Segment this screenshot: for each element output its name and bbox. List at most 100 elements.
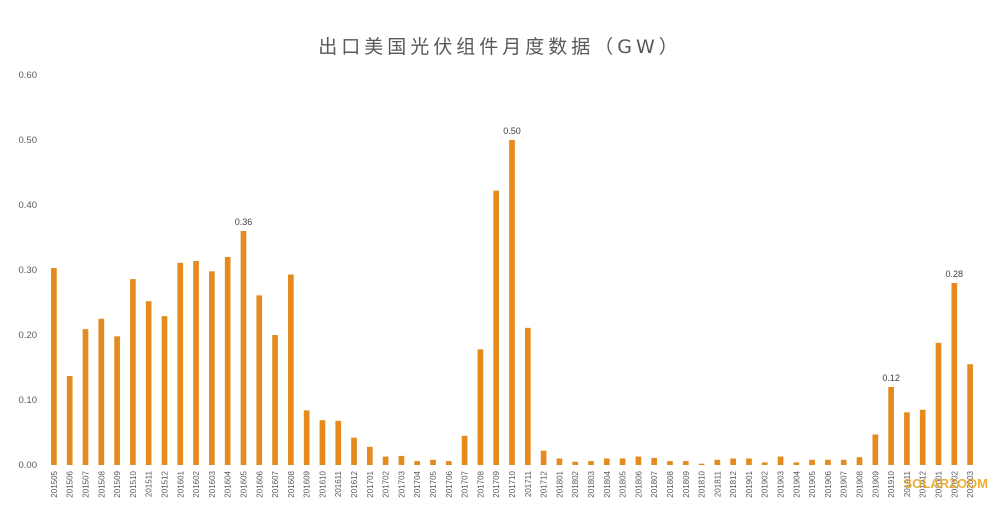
x-tick-label: 201707 [461,470,470,497]
x-tick-label: 201508 [97,470,106,497]
bar [98,318,105,465]
bar [651,457,658,465]
x-tick-label: 201711 [524,470,533,497]
x-tick-label: 201506 [66,470,75,497]
x-tick-label: 201609 [303,470,312,497]
bar [809,459,815,465]
bar [351,437,357,465]
bar [967,364,973,465]
bar [51,268,57,465]
bar [603,458,610,465]
x-tick-label: 201507 [81,470,90,497]
bar [619,458,626,465]
bar [177,262,184,465]
bar [951,283,958,465]
bar [904,412,910,465]
bar [698,463,705,465]
bar [382,456,389,465]
x-tick-label: 201712 [540,470,549,497]
bar [366,446,373,465]
bar [145,301,152,465]
x-tick-label: 202001 [935,470,944,497]
x-tick-label: 201612 [350,470,359,497]
data-labels: 0.36 0.50 0.12 0.28 [235,126,963,383]
x-tick-label: 201910 [887,470,896,497]
x-tick-label: 201704 [413,470,422,497]
x-tick-label: 201604 [224,470,233,497]
bar [414,461,421,465]
x-tick-label: 201805 [619,470,628,497]
bar [461,435,468,465]
bar [556,458,563,465]
x-tick-label: 201601 [176,470,185,497]
x-tick-label: 202003 [966,470,975,497]
x-tick-label: 201611 [334,470,343,497]
x-tick-label: 201610 [318,470,327,497]
x-tick-label: 201901 [745,470,754,497]
x-tick-label: 201705 [429,470,438,497]
x-tick-label: 201803 [587,470,596,497]
bar [130,279,136,465]
x-tick-label: 201605 [239,470,248,497]
x-tick-label: 201804 [603,470,612,497]
bar [82,329,89,465]
bar [66,375,73,465]
x-tick-label: 201801 [555,470,564,497]
x-tick-label: 201703 [397,470,406,497]
bar [588,461,594,465]
bar [667,461,673,465]
bar [335,420,342,465]
y-axis: 0.00 0.10 0.20 0.30 0.40 0.50 0.60 [19,70,38,471]
x-tick-label: 201812 [729,470,738,497]
bar [161,316,168,465]
x-tick-label: 202002 [950,470,959,497]
x-tick-label: 201603 [208,470,217,497]
x-tick-label: 201811 [713,470,722,497]
bar [572,461,579,465]
x-tick-label: 201706 [445,470,454,497]
x-tick-label: 201510 [129,470,138,497]
x-tick-label: 201708 [476,470,485,497]
x-tick-label: 201709 [492,470,501,497]
bar [319,420,326,465]
x-tick-label: 201809 [682,470,691,497]
bar [288,274,294,465]
x-tick-label: 201608 [287,470,296,497]
data-label: 0.28 [946,269,964,279]
x-tick-label: 201906 [824,470,833,497]
bar [209,271,215,465]
bar [493,190,500,465]
bar [777,456,784,465]
y-tick-label: 0.50 [19,135,38,146]
x-tick-label: 201904 [792,470,801,497]
bar [872,434,879,465]
x-tick-label: 201911 [903,470,912,497]
bar [430,459,436,465]
data-label: 0.36 [235,217,253,227]
x-tick-label: 201511 [145,470,154,497]
x-tick-label: 201808 [666,470,675,497]
bar [114,336,120,465]
x-tick-label: 201607 [271,470,280,497]
data-label: 0.50 [503,126,521,136]
y-tick-label: 0.20 [19,330,38,341]
bar [793,462,800,465]
x-tick-label: 201602 [192,470,201,497]
bar [714,459,721,465]
x-tick-label: 201512 [160,470,169,497]
bar [746,458,752,465]
x-axis: 201505 201506 201507 201508 201509 201510 2015… [50,470,975,497]
x-tick-label: 201702 [382,470,391,497]
bar [825,459,831,465]
bar [509,140,515,465]
y-tick-label: 0.30 [19,265,38,276]
x-tick-label: 201606 [255,470,264,497]
bar [256,295,263,465]
bar [540,450,547,465]
bar [935,342,942,465]
x-tick-label: 201908 [856,470,865,497]
bar [445,461,452,465]
y-tick-label: 0.00 [19,460,38,471]
bar [635,456,642,465]
